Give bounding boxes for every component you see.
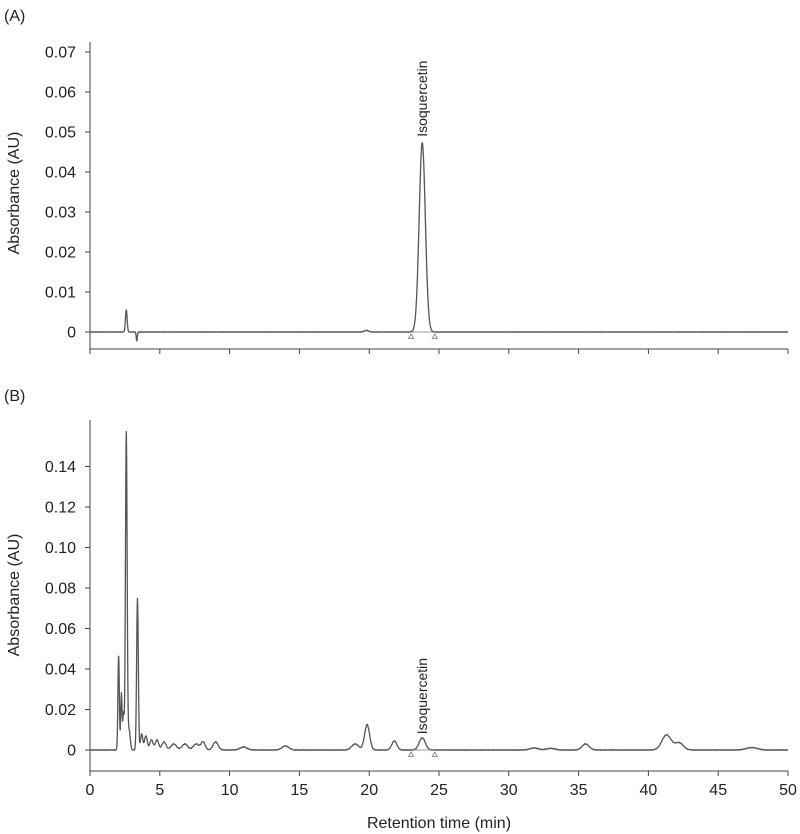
- y-axis-title-b: Absorbance (AU): [6, 534, 23, 657]
- x-tick-label-b: 10: [221, 782, 239, 799]
- y-tick-label-a: 0.04: [45, 165, 76, 182]
- x-tick-label-b: 35: [570, 782, 588, 799]
- peak-annotation-isoquercetin-a: Isoquercetin: [414, 61, 430, 137]
- integration-marker-b: [431, 751, 439, 757]
- x-tick-label-b: 40: [640, 782, 658, 799]
- y-tick-label-b: 0.02: [45, 702, 76, 719]
- x-tick-label-b: 15: [291, 782, 309, 799]
- y-tick-label-b: 0.12: [45, 500, 76, 517]
- x-tick-label-b: 50: [779, 782, 797, 799]
- x-tick-label-b: 5: [155, 782, 164, 799]
- y-tick-label-b: 0.08: [45, 581, 76, 598]
- y-tick-label-b: 0.06: [45, 621, 76, 638]
- y-tick-label-b: 0.10: [45, 540, 76, 557]
- x-axis-title-b: Retention time (min): [367, 815, 511, 832]
- y-tick-label-a: 0.05: [45, 125, 76, 142]
- chromatogram-trace-a: [89, 142, 789, 342]
- integration-marker-a: [431, 333, 439, 339]
- y-tick-label-a: 0.06: [45, 85, 76, 102]
- y-tick-label-a: 0.03: [45, 205, 76, 222]
- x-tick-label-b: 20: [360, 782, 378, 799]
- y-tick-label-a: 0.02: [45, 245, 76, 262]
- peak-annotation-isoquercetin-b: Isoquercetin: [414, 658, 430, 734]
- x-tick-label-b: 45: [709, 782, 727, 799]
- y-tick-label-a: 0: [67, 325, 76, 342]
- chromatogram-trace-b: [89, 430, 789, 752]
- panel-label-a: (A): [4, 8, 25, 25]
- panel-label-b: (B): [4, 388, 25, 405]
- y-tick-label-b: 0.04: [45, 662, 76, 679]
- integration-marker-b: [407, 751, 415, 757]
- y-tick-label-b: 0: [67, 743, 76, 760]
- y-axis-title-a: Absorbance (AU): [6, 132, 23, 255]
- y-tick-label-b: 0.14: [45, 459, 76, 476]
- panel-a: (A) Absorbance (AU) 0 0.01 0.02 0.03 0.04 0.0…: [4, 8, 789, 354]
- x-tick-label-b: 30: [500, 782, 518, 799]
- y-tick-label-a: 0.01: [45, 285, 76, 302]
- y-tick-label-a: 0.07: [45, 45, 76, 62]
- x-tick-label-b: 25: [430, 782, 448, 799]
- integration-marker-a: [407, 333, 415, 339]
- x-tick-label-b: 0: [86, 782, 95, 799]
- panel-b: (B) Absorbance (AU) Retention time (min)…: [4, 388, 797, 832]
